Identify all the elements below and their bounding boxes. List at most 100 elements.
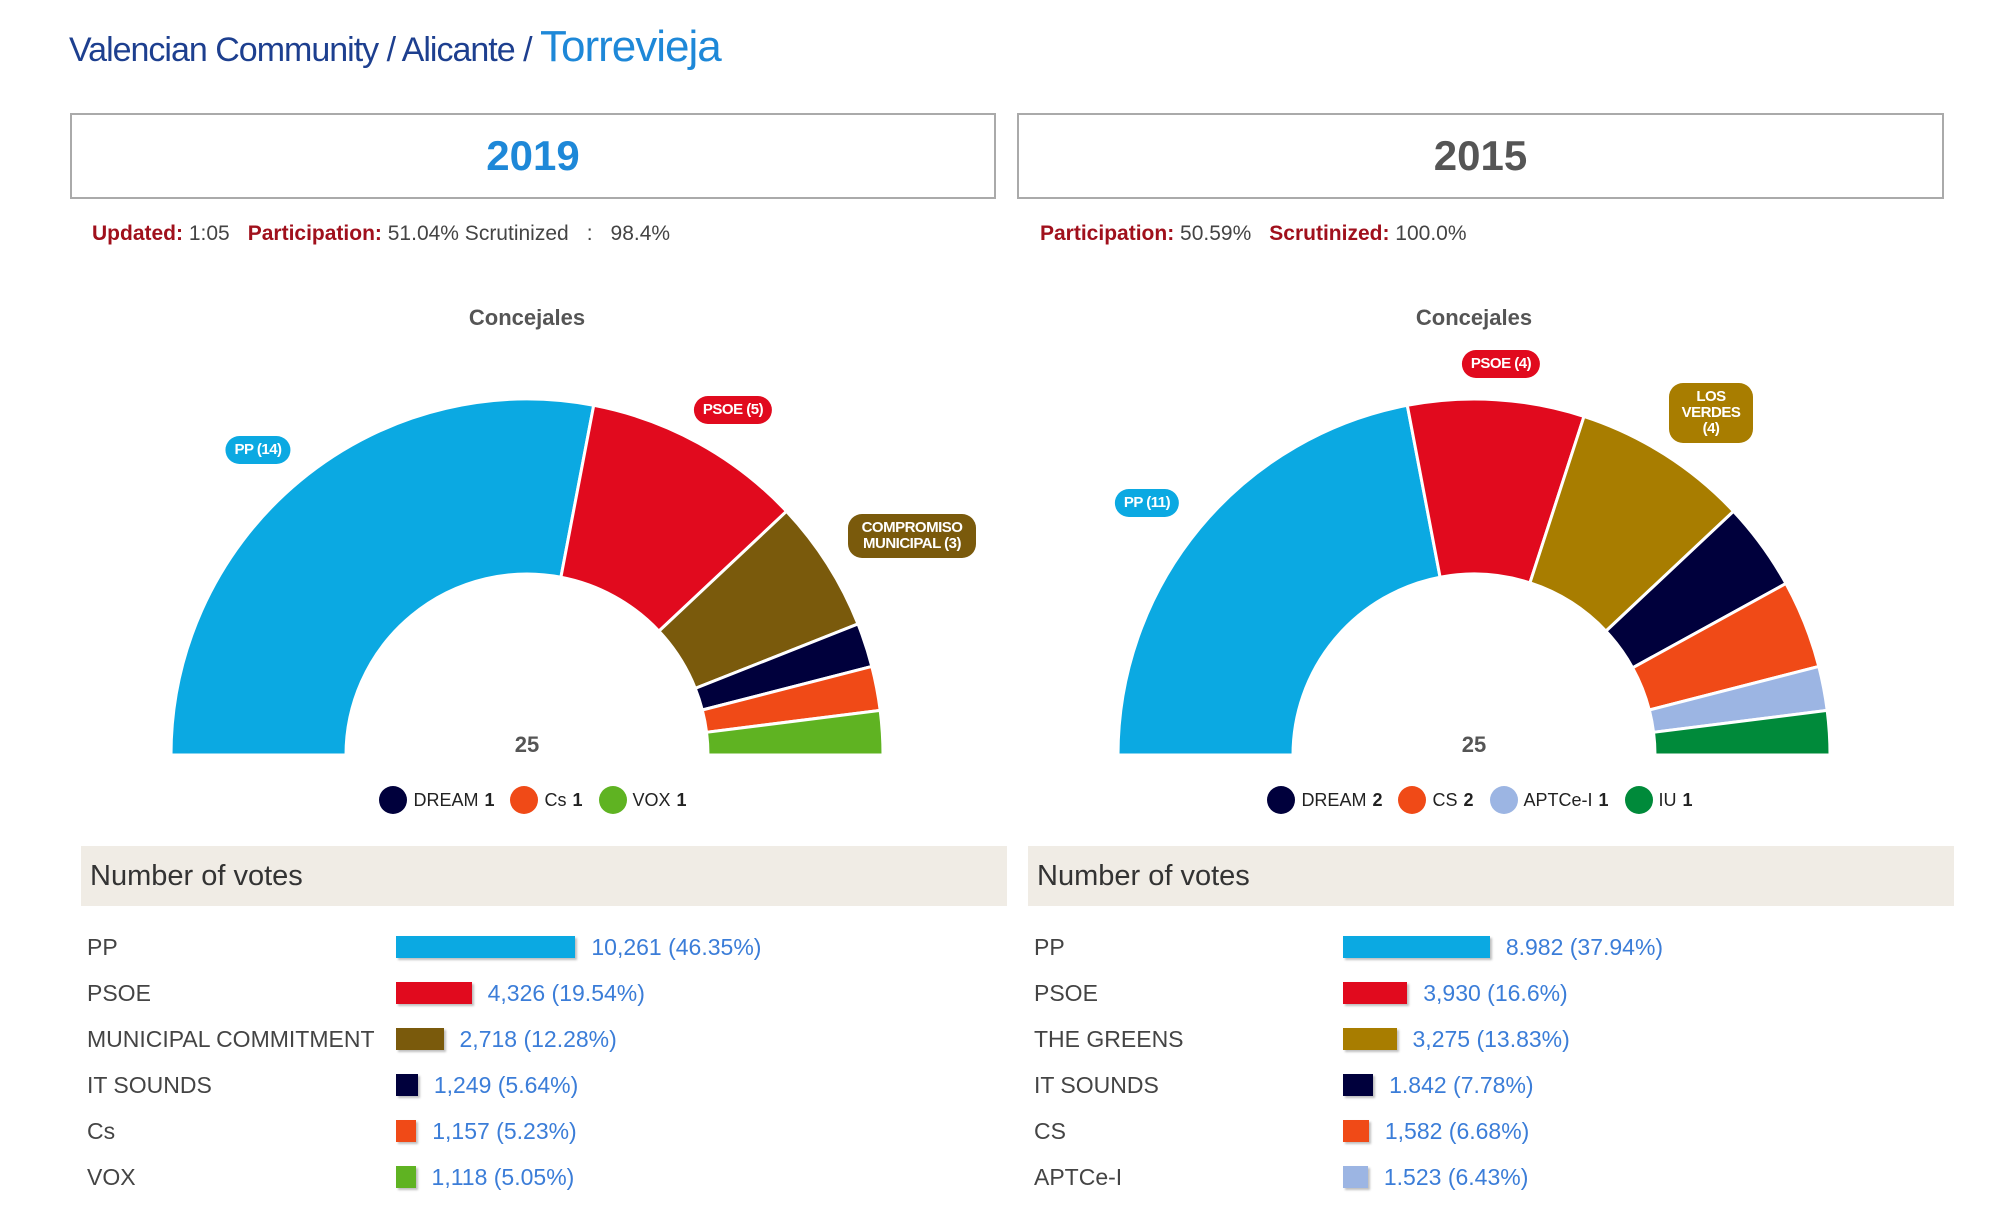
seat-label-bubble: PSOE (4) — [1461, 350, 1541, 378]
legend-count: 1 — [572, 789, 583, 810]
seat-label-bubble: COMPROMISO MUNICIPAL (3) — [848, 514, 976, 558]
year-tab-2019[interactable]: 2019 — [70, 113, 996, 199]
votes-row: PP 10,261 (46.35%) — [87, 924, 987, 970]
vote-bar — [396, 1028, 444, 1050]
breadcrumb-province[interactable]: Alicante — [401, 31, 516, 69]
legend-count: 1 — [1598, 789, 1609, 810]
breadcrumb: Valencian Community / Alicante / Torrevi… — [69, 22, 722, 72]
party-name: PP — [87, 933, 118, 960]
legend-label: CS — [1432, 789, 1458, 810]
participation-label: Participation: — [1040, 222, 1175, 245]
party-name: PSOE — [1034, 979, 1098, 1006]
vote-value: 2,718 (12.28%) — [459, 1025, 617, 1052]
legend-item[interactable]: DREAM 2 — [1267, 786, 1382, 814]
participation-label: Participation: — [247, 222, 382, 245]
party-name: MUNICIPAL COMMITMENT — [87, 1025, 375, 1052]
breadcrumb-city: Torrevieja — [540, 22, 722, 71]
vote-value: 1.842 (7.78%) — [1389, 1071, 1534, 1098]
seat-label-bubble: PP (14) — [225, 436, 291, 464]
legend-count: 1 — [484, 789, 495, 810]
chart-title: Concejales — [468, 305, 586, 330]
party-name: IT SOUNDS — [87, 1071, 212, 1098]
year-tab-2015[interactable]: 2015 — [1017, 113, 1944, 199]
votes-header: Number of votes — [1028, 846, 1954, 906]
party-name: APTCe-I — [1034, 1163, 1123, 1190]
legend-label: Cs — [544, 789, 567, 810]
votes-row: VOX 1,118 (5.05%) — [87, 1154, 987, 1200]
seat-legend: DREAM 1 Cs 1 VOX 1 — [70, 786, 996, 814]
vote-value: 3,275 (13.83%) — [1412, 1025, 1570, 1052]
vote-bar — [396, 1166, 416, 1188]
scrutinized-label: : — [586, 222, 593, 245]
legend-item[interactable]: CS 2 — [1398, 786, 1474, 814]
legend-item[interactable]: APTCe-I 1 — [1489, 786, 1609, 814]
votes-row: MUNICIPAL COMMITMENT 2,718 (12.28%) — [87, 1016, 987, 1062]
breadcrumb-region[interactable]: Valencian Community — [69, 31, 379, 69]
legend-count: 1 — [676, 789, 687, 810]
legend-count: 1 — [1682, 789, 1693, 810]
legend-dot-icon — [598, 786, 627, 814]
vote-value: 1,582 (6.68%) — [1384, 1117, 1530, 1144]
party-name: CS — [1034, 1117, 1066, 1144]
chart-title: Concejales — [1415, 305, 1533, 330]
breadcrumb-separator: / — [386, 31, 397, 69]
vote-value: 8.982 (37.94%) — [1505, 933, 1664, 960]
votes-row: IT SOUNDS 1,249 (5.64%) — [87, 1062, 987, 1108]
party-name: THE GREENS — [1034, 1025, 1184, 1052]
seat-label-bubble: PP (11) — [1114, 489, 1180, 517]
seat-segment-pp[interactable] — [1116, 403, 1442, 757]
votes-row: Cs 1,157 (5.23%) — [87, 1108, 987, 1154]
total-seats: 25 — [1461, 732, 1487, 757]
seat-label-bubble: LOS VERDES (4) — [1669, 383, 1753, 443]
vote-bar — [396, 982, 472, 1004]
vote-bar — [1343, 1166, 1368, 1188]
vote-value: 3,930 (16.6%) — [1423, 979, 1568, 1006]
info-line-2015: Participation: 50.59% Scrutinized: 100.0% — [1040, 222, 1485, 246]
legend-dot-icon — [1398, 786, 1427, 814]
party-name: PP — [1034, 933, 1065, 960]
legend-item[interactable]: IU 1 — [1624, 786, 1693, 814]
vote-value: 1,249 (5.64%) — [433, 1071, 579, 1098]
party-name: PSOE — [87, 979, 151, 1006]
legend-item[interactable]: Cs 1 — [510, 786, 583, 814]
total-seats: 25 — [514, 732, 540, 757]
vote-value: 4,326 (19.54%) — [487, 979, 645, 1006]
legend-count: 2 — [1372, 789, 1383, 810]
vote-bar — [1343, 1028, 1397, 1050]
legend-dot-icon — [1489, 786, 1518, 814]
vote-value: 1,118 (5.05%) — [431, 1163, 575, 1190]
legend-label: VOX — [632, 789, 671, 810]
scrutinized-value: 100.0% — [1395, 222, 1467, 245]
legend-dot-icon — [510, 786, 539, 814]
votes-header: Number of votes — [81, 846, 1007, 906]
scrutinized-value: 98.4% — [610, 222, 671, 245]
participation-value: 51.04% Scrutinized — [387, 222, 569, 245]
legend-label: DREAM — [413, 789, 479, 810]
legend-dot-icon — [1267, 786, 1296, 814]
updated-label: Updated: — [92, 222, 183, 245]
votes-row: PP 8.982 (37.94%) — [1034, 924, 1934, 970]
vote-value: 1,157 (5.23%) — [432, 1117, 577, 1144]
vote-bar — [1343, 982, 1408, 1004]
votes-row: PSOE 4,326 (19.54%) — [87, 970, 987, 1016]
vote-bar — [1343, 1074, 1374, 1096]
seat-label-bubble: PSOE (5) — [693, 396, 773, 424]
votes-row: APTCe-I 1.523 (6.43%) — [1034, 1154, 1934, 1200]
votes-row: CS 1,582 (6.68%) — [1034, 1108, 1934, 1154]
scrutinized-label: Scrutinized: — [1269, 222, 1390, 245]
party-name: Cs — [87, 1117, 116, 1144]
seat-legend: DREAM 2 CS 2 APTCe-I 1 IU 1 — [1017, 786, 1943, 814]
vote-bar — [396, 1120, 417, 1142]
party-name: IT SOUNDS — [1034, 1071, 1159, 1098]
legend-item[interactable]: DREAM 1 — [379, 786, 494, 814]
seat-segment-vox[interactable] — [704, 708, 885, 757]
votes-row: THE GREENS 3,275 (13.83%) — [1034, 1016, 1934, 1062]
updated-value: 1:05 — [188, 222, 230, 245]
legend-label: IU — [1658, 789, 1677, 810]
votes-row: IT SOUNDS 1.842 (7.78%) — [1034, 1062, 1934, 1108]
seat-segment-pp[interactable] — [169, 397, 596, 757]
party-name: VOX — [87, 1163, 136, 1190]
seat-segment-iu[interactable] — [1651, 708, 1832, 757]
legend-item[interactable]: VOX 1 — [598, 786, 687, 814]
